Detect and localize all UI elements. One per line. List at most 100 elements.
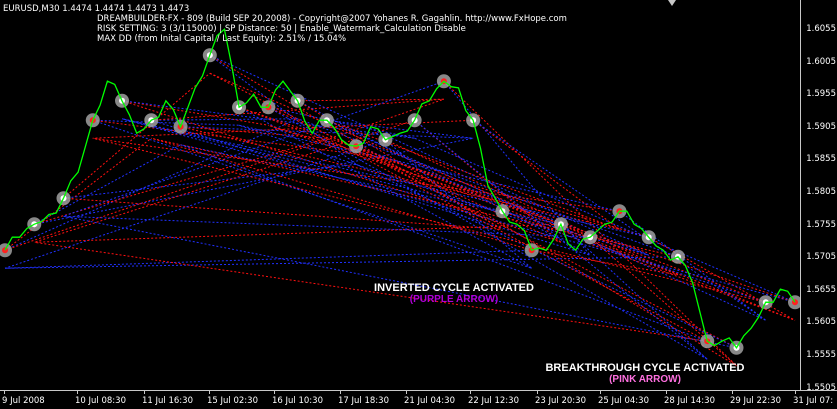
trade-link (151, 119, 591, 256)
trade-link (589, 236, 737, 367)
trade-link (34, 137, 327, 225)
trade-link (180, 126, 620, 230)
trade-link (151, 98, 444, 121)
time-label: 21 Jul 04:30 (404, 396, 455, 406)
trade-link (209, 54, 649, 256)
time-tick (144, 391, 145, 394)
trade-link (34, 137, 474, 225)
trade-link (63, 197, 503, 230)
trade-markers (0, 48, 800, 355)
trade-link (4, 256, 678, 269)
trade-link (92, 119, 532, 269)
trade-link (92, 137, 766, 303)
price-label: 1.5705 (806, 252, 836, 263)
price-label: 1.6005 (806, 56, 836, 67)
trade-link (355, 145, 649, 256)
breakthrough-cycle-annotation: BREAKTHROUGH CYCLE ACTIVATED (PINK ARROW… (530, 362, 760, 385)
symbol-line: EURUSD,M30 1.4474 1.4474 1.4473 1.4473 (3, 4, 190, 14)
chart-shift-marker[interactable] (668, 0, 676, 6)
trade-link (472, 119, 767, 321)
time-tick (4, 391, 5, 394)
trade-link (63, 163, 357, 199)
inverted-cycle-text: INVERTED CYCLE ACTIVATED (374, 282, 534, 294)
trade-link (238, 106, 532, 269)
trade-marker[interactable] (788, 295, 800, 310)
trade-link (63, 215, 591, 238)
risk-setting-line: RISK SETTING: 3 (3/115000) | SP Distance… (97, 24, 466, 34)
time-label: 28 Jul 14:30 (664, 396, 715, 406)
price-label: 1.5605 (806, 317, 836, 328)
trade-link (414, 137, 796, 303)
trade-link (502, 210, 796, 321)
price-plot[interactable] (0, 0, 800, 390)
inverted-cycle-annotation: INVERTED CYCLE ACTIVATED (PURPLE ARROW) (364, 282, 544, 305)
trade-link (92, 119, 386, 159)
trade-link (4, 137, 152, 251)
price-label: 1.5505 (806, 382, 836, 393)
trade-link (531, 249, 679, 276)
time-label: 9 Jul 2008 (2, 396, 45, 406)
price-label: 1.5805 (806, 187, 836, 197)
time-label: 25 Jul 04:30 (598, 396, 649, 406)
trade-link (297, 100, 737, 367)
price-label: 1.6055 (806, 24, 836, 34)
time-label: 17 Jul 18:30 (338, 396, 389, 406)
trade-link (4, 139, 386, 269)
time-axis[interactable]: 9 Jul 2008 10 Jul 08:30 11 Jul 16:30 15 Jul… (0, 390, 837, 409)
trade-link (268, 106, 415, 139)
trade-link (385, 139, 679, 276)
trade-link (34, 119, 415, 243)
trade-link (560, 223, 708, 360)
price-label: 1.5955 (806, 89, 836, 100)
ea-info-line: DREAMBUILDER-FX - 809 (Build SEP 20,2008… (97, 14, 567, 24)
pink-arrow-text: (PINK ARROW) (609, 374, 681, 385)
max-dd-line: MAX DD (from Inital Capital / Last Equit… (97, 34, 347, 44)
trade-link (121, 118, 796, 303)
price-label: 1.5755 (806, 219, 836, 230)
trade-link (209, 72, 737, 349)
trade-link (180, 126, 474, 139)
time-tick (537, 391, 538, 394)
price-label: 1.5905 (806, 121, 836, 132)
price-axis[interactable]: 1.6055 1.6005 1.5955 1.5905 1.5855 1.5805 1.57… (800, 0, 837, 393)
trade-link (385, 157, 766, 303)
trade-link (92, 137, 620, 212)
time-label: 15 Jul 02:30 (207, 396, 258, 406)
breakthrough-cycle-text: BREAKTHROUGH CYCLE ACTIVATED (545, 362, 745, 374)
trade-link (180, 144, 708, 342)
purple-arrow-text: (PURPLE ARROW) (409, 294, 499, 305)
trade-link (385, 139, 532, 269)
time-label: 31 Jul 07: (793, 396, 834, 406)
trade-link (297, 100, 591, 256)
trade-link (92, 119, 474, 139)
price-label: 1.5655 (806, 284, 836, 295)
trade-link (472, 119, 620, 230)
time-tick (77, 391, 78, 394)
time-tick (795, 391, 796, 394)
time-label: 23 Jul 20:30 (535, 396, 586, 406)
time-label: 22 Jul 12:30 (468, 396, 519, 406)
trade-link (297, 98, 444, 102)
price-line (4, 27, 796, 349)
trade-link (121, 118, 503, 212)
time-tick (600, 391, 601, 394)
trade-link (4, 249, 532, 269)
time-tick (209, 391, 210, 394)
trade-marker[interactable] (0, 243, 12, 258)
time-label: 29 Jul 22:30 (730, 396, 781, 406)
time-tick (274, 391, 275, 394)
trade-link (92, 119, 240, 126)
trade-link (268, 106, 708, 360)
trade-link (34, 241, 708, 342)
trade-link (443, 80, 737, 367)
time-tick (732, 391, 733, 394)
time-label: 11 Jul 16:30 (142, 396, 193, 406)
time-label: 16 Jul 10:30 (272, 396, 323, 406)
trade-link (121, 100, 269, 126)
trade-link (238, 124, 620, 212)
trade-link (180, 126, 327, 139)
price-label: 1.5555 (806, 350, 836, 360)
time-tick (340, 391, 341, 394)
trade-link (326, 119, 620, 230)
